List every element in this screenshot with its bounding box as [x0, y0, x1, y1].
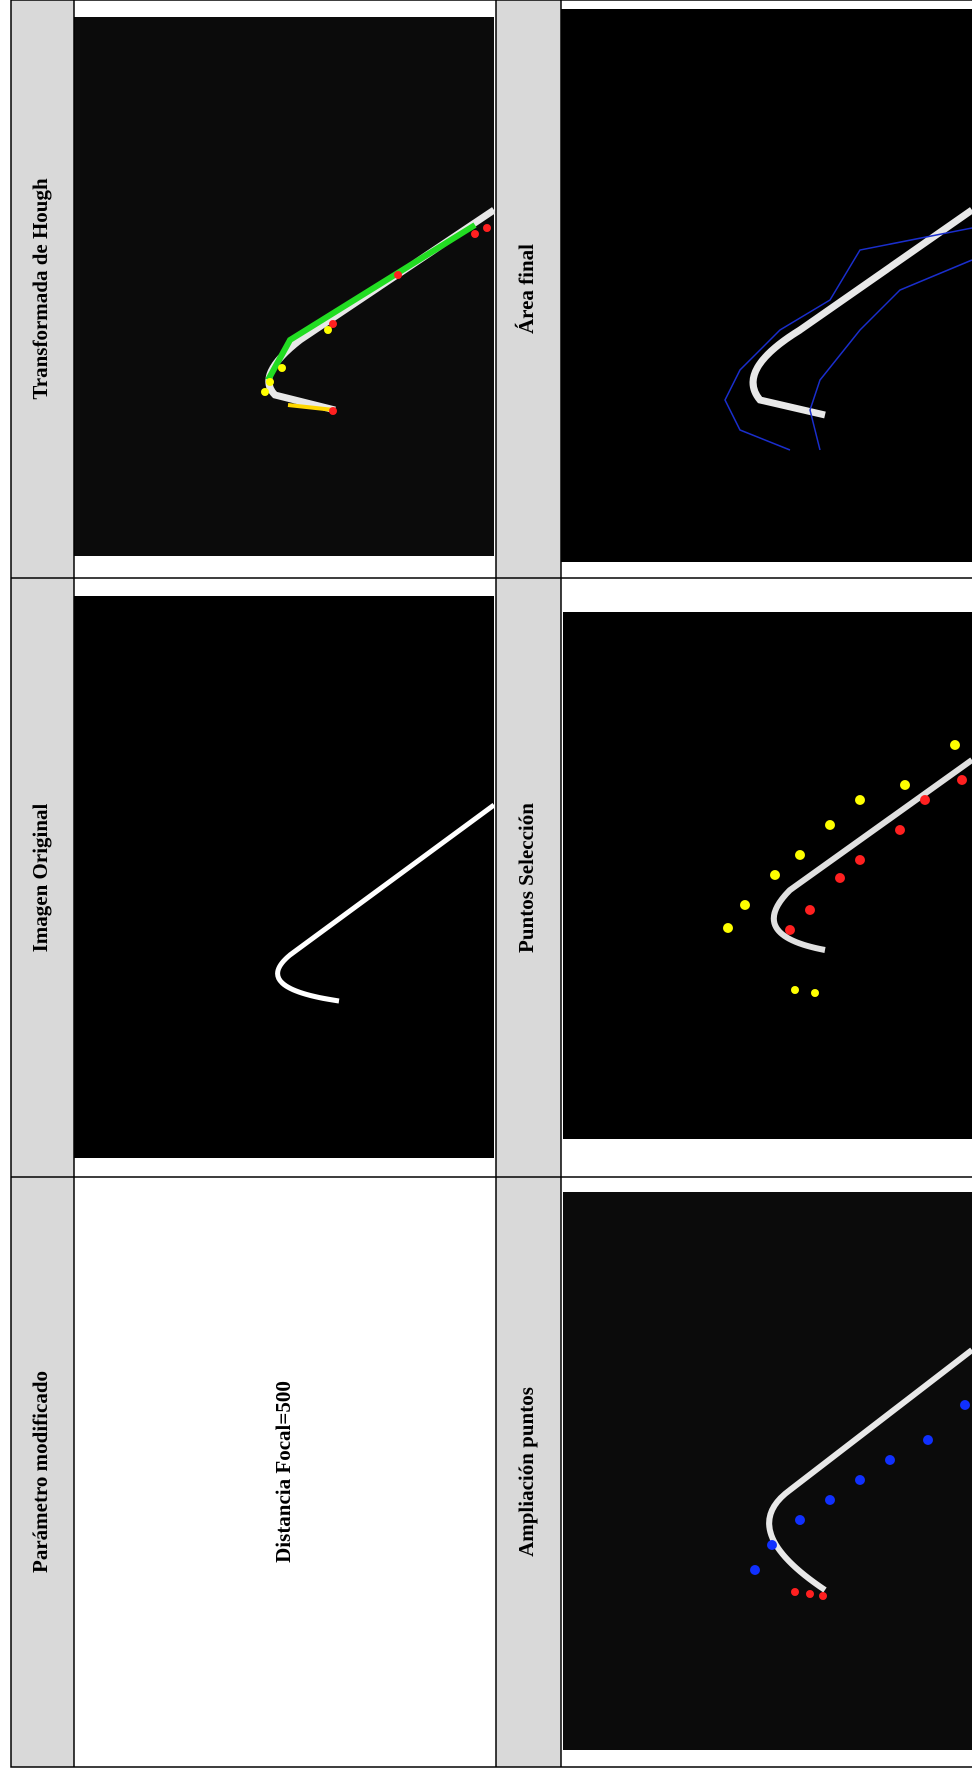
expansion-image — [563, 1192, 972, 1750]
page: Transformada de Hough Área final Imagen … — [0, 0, 972, 1769]
row-header: Imagen Original — [28, 803, 52, 952]
row-header: Parámetro modificado — [28, 1371, 52, 1573]
original-image — [74, 596, 494, 1158]
row-header: Ampliación puntos — [514, 1387, 538, 1557]
parameter-value: Distancia Focal=500 — [271, 1381, 295, 1563]
row-header: Transformada de Hough — [28, 178, 52, 400]
row-header: Área final — [514, 244, 538, 334]
selection-image — [563, 612, 972, 1139]
hough-image — [74, 17, 494, 556]
rotated-table: Transformada de Hough Área final Imagen … — [0, 0, 972, 1769]
row-header: Puntos Selección — [514, 803, 538, 953]
